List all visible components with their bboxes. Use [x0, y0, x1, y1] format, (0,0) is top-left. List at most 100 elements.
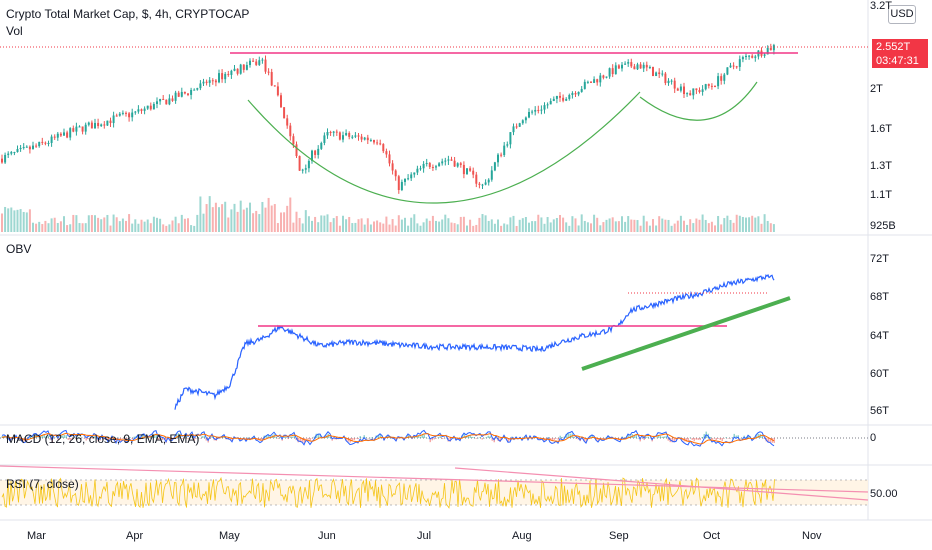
macd-legend: MACD (12, 26, close, 9, EMA, EMA) — [6, 432, 200, 446]
candle-body — [307, 160, 310, 169]
candle-body — [621, 64, 623, 69]
volume-bar — [456, 224, 459, 232]
macd-histogram-bar — [589, 435, 591, 438]
macd-histogram-bar — [363, 435, 365, 438]
candle-body — [131, 112, 134, 118]
volume-bar — [435, 220, 437, 232]
volume-bar — [497, 219, 499, 232]
macd-histogram-bar — [307, 438, 309, 440]
macd-histogram-bar — [85, 438, 87, 441]
candle-body — [633, 66, 636, 70]
volume-bar — [100, 219, 103, 232]
volume-bar — [760, 223, 763, 232]
candle-body — [407, 178, 410, 180]
volume-bar — [373, 221, 375, 232]
macd-histogram-bar — [643, 438, 645, 441]
volume-bar — [652, 219, 654, 232]
macd-histogram-bar — [369, 437, 371, 439]
volume-bar — [506, 224, 509, 232]
candle-body — [648, 67, 651, 69]
price-tick-top: 3.2T — [870, 0, 893, 12]
macd-histogram-bar — [191, 435, 193, 438]
volume-bar — [227, 217, 230, 232]
macd-histogram-bar — [41, 435, 43, 438]
volume-bar — [431, 215, 434, 232]
volume-bar — [137, 223, 140, 232]
volume-bar — [19, 209, 22, 232]
volume-bar — [255, 210, 258, 232]
macd-histogram-bar — [187, 438, 189, 440]
candle-body — [47, 142, 50, 144]
macd-histogram-bar — [151, 435, 153, 438]
volume-bar — [772, 224, 775, 232]
volume-bar — [583, 220, 586, 232]
volume-bar — [156, 217, 158, 232]
volume-bar — [304, 210, 307, 232]
macd-histogram-bar — [261, 438, 263, 440]
volume-bar — [593, 214, 596, 232]
volume-bar — [369, 224, 372, 232]
currency-button[interactable]: USD — [888, 5, 916, 24]
volume-bar — [363, 224, 366, 232]
volume-bar — [44, 220, 47, 232]
candle-body — [614, 65, 617, 75]
volume-bar — [59, 221, 62, 232]
candle-body — [4, 154, 7, 163]
macd-histogram-bar — [175, 434, 177, 438]
macd-histogram-bar — [333, 438, 335, 440]
macd-histogram-bar — [21, 438, 23, 441]
candle-body — [373, 139, 375, 143]
candle-body — [292, 136, 295, 145]
candle-body — [503, 145, 506, 156]
volume-bar — [97, 217, 100, 232]
macd-histogram-bar — [169, 438, 171, 441]
cup-arc — [247, 91, 641, 204]
macd-histogram-bar — [347, 438, 349, 442]
volume-bar — [617, 221, 620, 232]
candle-body — [642, 64, 645, 69]
volume-bar — [214, 202, 217, 232]
rsi-trend-line-2 — [454, 467, 869, 501]
volume-bar — [447, 218, 450, 232]
macd-histogram-bar — [275, 437, 277, 438]
candle-body — [404, 178, 406, 182]
candle-body — [152, 104, 155, 110]
volume-bar — [218, 207, 220, 232]
volume-bar — [103, 217, 106, 232]
macd-histogram-bar — [445, 437, 447, 439]
candle-body — [314, 150, 317, 155]
volume-bar — [509, 217, 512, 232]
candle-body — [639, 64, 642, 69]
macd-histogram-bar — [103, 438, 105, 440]
volume-bar — [379, 222, 382, 232]
volume-bar — [515, 225, 518, 232]
macd-histogram-bar — [353, 438, 355, 440]
volume-bar — [475, 224, 478, 232]
volume-bar — [676, 220, 679, 232]
macd-histogram-bar — [67, 438, 69, 440]
macd-histogram-bar — [563, 436, 565, 438]
volume-bar — [444, 214, 447, 232]
macd-histogram-bar — [665, 436, 667, 438]
macd-histogram-bar — [739, 438, 741, 439]
candle-body — [301, 169, 304, 171]
volume-bar — [605, 219, 608, 232]
candle-body — [400, 181, 403, 191]
candle-body — [230, 70, 233, 75]
macd-histogram-bar — [549, 438, 551, 441]
volume-bar — [233, 203, 236, 232]
candle-body — [66, 132, 69, 138]
candle-body — [469, 168, 472, 171]
macd-histogram-bar — [317, 433, 319, 438]
macd-histogram-bar — [647, 436, 649, 438]
macd-histogram-bar — [63, 434, 65, 438]
macd-histogram-bar — [627, 434, 629, 438]
macd-histogram-bar — [623, 437, 625, 439]
volume-bar — [555, 217, 558, 232]
volume-bar — [729, 219, 732, 232]
volume-bar — [208, 196, 211, 232]
volume-bar — [199, 196, 202, 232]
candle-body — [509, 132, 512, 145]
volume-bar — [360, 218, 363, 232]
